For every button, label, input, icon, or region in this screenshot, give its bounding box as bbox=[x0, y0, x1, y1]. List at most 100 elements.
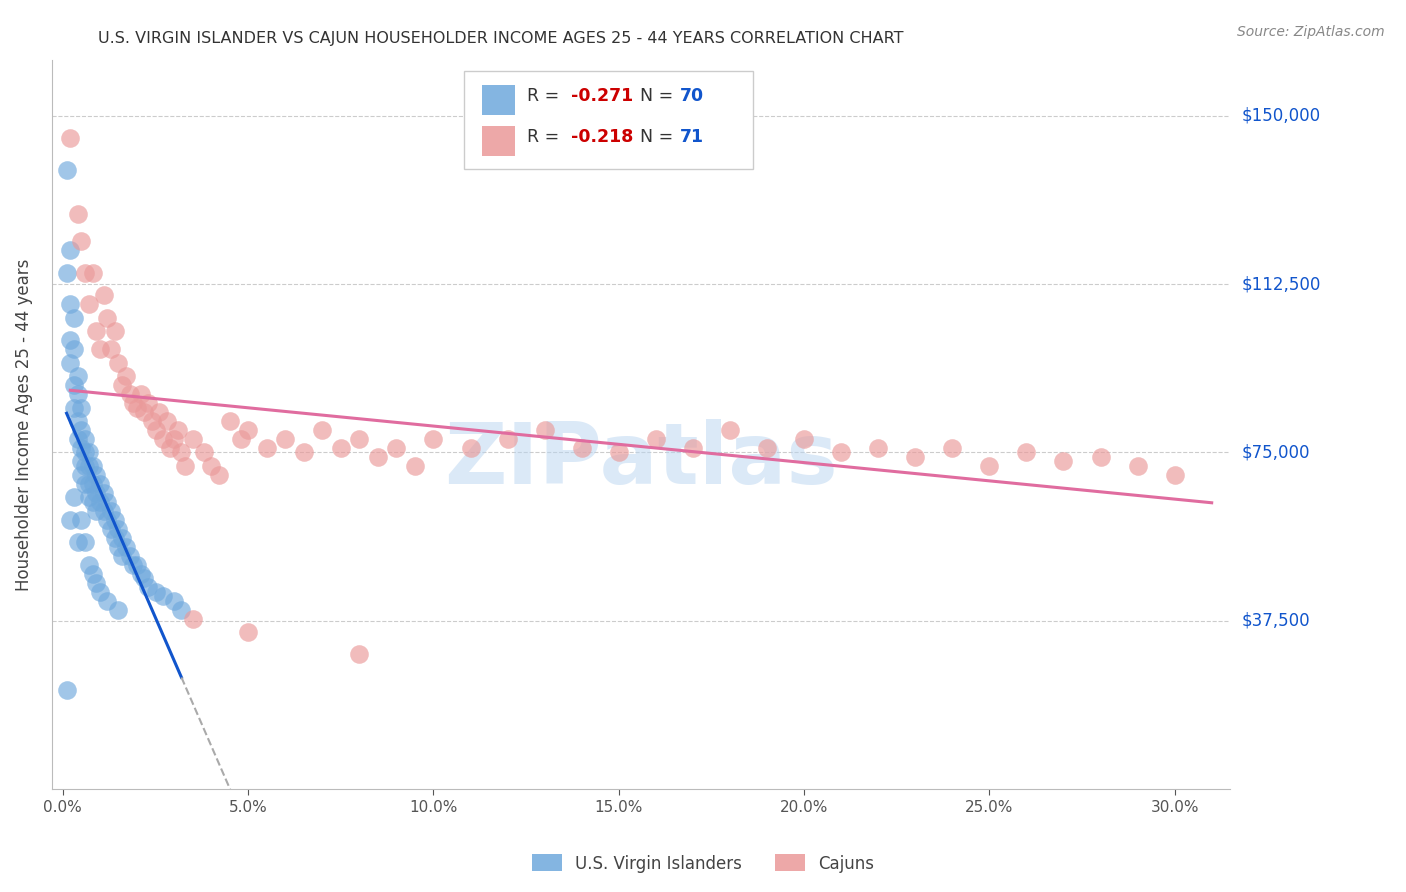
Point bbox=[59, 297, 82, 311]
Point bbox=[207, 467, 229, 482]
Point bbox=[170, 445, 193, 459]
Point bbox=[136, 396, 159, 410]
Text: -0.271: -0.271 bbox=[571, 87, 634, 105]
Point bbox=[63, 310, 86, 325]
Point bbox=[96, 310, 118, 325]
Point bbox=[82, 566, 104, 581]
Point bbox=[118, 387, 141, 401]
Point bbox=[59, 244, 82, 258]
Point bbox=[152, 589, 174, 603]
Point bbox=[84, 467, 107, 482]
Point bbox=[96, 593, 118, 607]
Legend: U.S. Virgin Islanders, Cajuns: U.S. Virgin Islanders, Cajuns bbox=[524, 847, 882, 880]
Point bbox=[84, 324, 107, 338]
Point bbox=[66, 387, 89, 401]
Point bbox=[75, 432, 97, 446]
Point bbox=[607, 445, 630, 459]
Point bbox=[59, 131, 82, 145]
Point bbox=[104, 324, 127, 338]
Point bbox=[82, 458, 104, 473]
Point bbox=[238, 625, 260, 640]
Point bbox=[118, 549, 141, 563]
Point bbox=[115, 369, 138, 384]
Text: $37,500: $37,500 bbox=[1241, 612, 1310, 630]
Point bbox=[77, 476, 100, 491]
Point bbox=[77, 458, 100, 473]
Text: 71: 71 bbox=[681, 128, 704, 146]
Point bbox=[904, 450, 927, 464]
Point bbox=[55, 162, 77, 177]
Point bbox=[84, 504, 107, 518]
Text: R =: R = bbox=[527, 128, 564, 146]
Text: R =: R = bbox=[527, 87, 564, 105]
Point bbox=[193, 445, 215, 459]
Point bbox=[793, 432, 815, 446]
Point bbox=[63, 401, 86, 415]
Point bbox=[59, 513, 82, 527]
Point bbox=[63, 491, 86, 505]
Point bbox=[422, 432, 444, 446]
Point bbox=[979, 458, 1001, 473]
Text: ZIPatlas: ZIPatlas bbox=[444, 419, 838, 502]
Point bbox=[84, 575, 107, 590]
Point bbox=[82, 495, 104, 509]
Point bbox=[59, 356, 82, 370]
Point bbox=[75, 535, 97, 549]
Text: $150,000: $150,000 bbox=[1241, 107, 1320, 125]
Point bbox=[163, 593, 186, 607]
Point bbox=[77, 491, 100, 505]
Point bbox=[830, 445, 852, 459]
Point bbox=[238, 423, 260, 437]
Point bbox=[274, 432, 297, 446]
Text: $112,500: $112,500 bbox=[1241, 275, 1320, 293]
Point bbox=[70, 513, 93, 527]
Point bbox=[70, 423, 93, 437]
Point bbox=[1015, 445, 1038, 459]
Point bbox=[125, 558, 148, 572]
Text: Source: ZipAtlas.com: Source: ZipAtlas.com bbox=[1237, 25, 1385, 39]
Point bbox=[55, 266, 77, 280]
Point bbox=[125, 401, 148, 415]
Point bbox=[96, 513, 118, 527]
Point bbox=[218, 414, 240, 428]
Point bbox=[111, 549, 134, 563]
Point bbox=[129, 566, 152, 581]
Point bbox=[496, 432, 519, 446]
Y-axis label: Householder Income Ages 25 - 44 years: Householder Income Ages 25 - 44 years bbox=[15, 258, 32, 591]
Point bbox=[77, 297, 100, 311]
Point bbox=[89, 476, 111, 491]
Point bbox=[89, 495, 111, 509]
Point bbox=[159, 441, 181, 455]
Point bbox=[66, 207, 89, 221]
Point bbox=[134, 571, 156, 585]
Point bbox=[256, 441, 278, 455]
Point bbox=[107, 356, 129, 370]
Point bbox=[311, 423, 333, 437]
Point bbox=[63, 342, 86, 356]
Point bbox=[77, 445, 100, 459]
Point bbox=[329, 441, 352, 455]
Point bbox=[385, 441, 408, 455]
Point bbox=[104, 513, 127, 527]
Point bbox=[93, 486, 115, 500]
Point bbox=[1163, 467, 1185, 482]
Point bbox=[96, 495, 118, 509]
Point bbox=[533, 423, 555, 437]
Text: $75,000: $75,000 bbox=[1241, 443, 1310, 461]
Point bbox=[134, 405, 156, 419]
Point bbox=[718, 423, 741, 437]
Point bbox=[181, 611, 204, 625]
Point bbox=[104, 531, 127, 545]
Point bbox=[868, 441, 890, 455]
Point bbox=[66, 414, 89, 428]
Point bbox=[75, 445, 97, 459]
Point bbox=[156, 414, 179, 428]
Point bbox=[100, 342, 122, 356]
Point bbox=[75, 458, 97, 473]
Point bbox=[349, 648, 371, 662]
FancyBboxPatch shape bbox=[464, 70, 754, 169]
Point bbox=[93, 288, 115, 302]
Point bbox=[77, 558, 100, 572]
Point bbox=[349, 432, 371, 446]
Point bbox=[107, 602, 129, 616]
